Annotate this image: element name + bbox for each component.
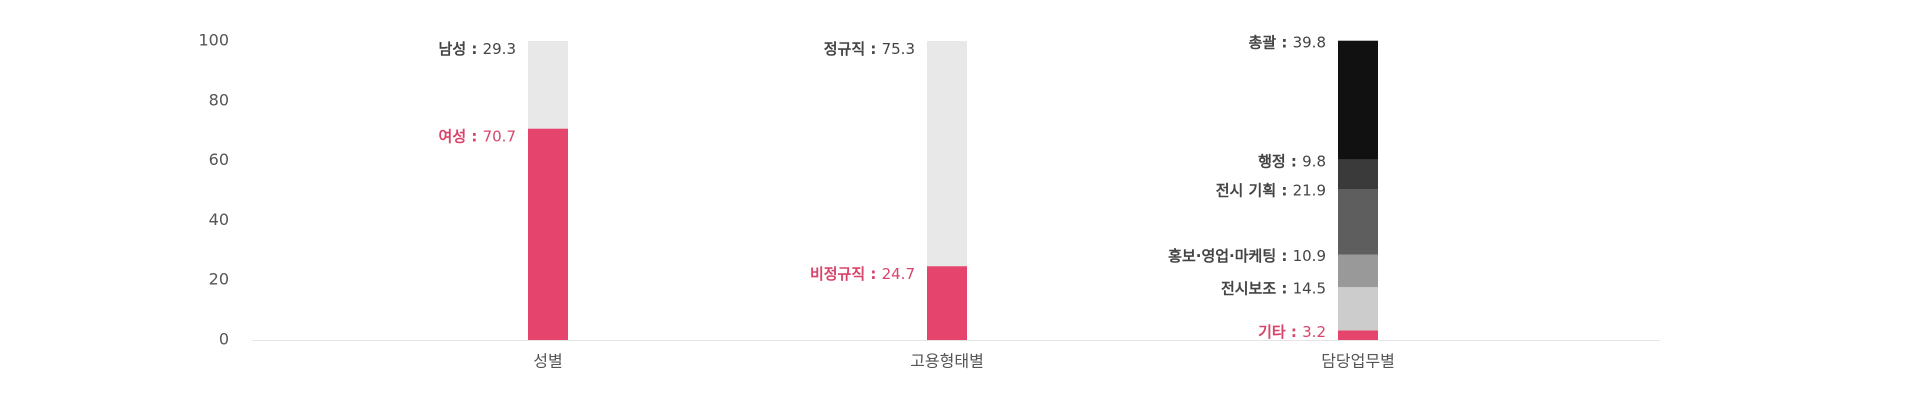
bar-segment [528,41,568,129]
segment-label-name: 행정 [1258,152,1286,170]
segment-label-value: 70.7 [483,127,516,145]
y-tick-label: 0 [219,330,229,349]
segment-label: 행정 : 9.8 [1258,152,1326,170]
segment-label-name: 홍보·영업·마케팅 [1168,247,1276,265]
x-category-label: 담당업무별 [1321,352,1395,371]
bar-segment [927,41,967,267]
segment-label: 홍보·영업·마케팅 : 10.9 [1168,247,1326,265]
segment-label-name: 남성 [439,40,467,58]
bar-segment [528,128,568,340]
segment-label: 정규직 : 75.3 [824,40,915,58]
bar-segment [927,266,967,340]
bar-segment [1338,159,1378,190]
segment-label-value: 14.5 [1293,279,1326,297]
segment-label-separator: : [1286,152,1302,170]
y-tick-label: 80 [209,90,229,109]
x-category-label: 성별 [533,352,562,371]
segment-label-separator: : [1276,33,1292,51]
bar-segment [1338,254,1378,288]
segment-label: 여성 : 70.7 [439,127,516,145]
segment-label: 전시 기획 : 21.9 [1216,181,1326,199]
segment-label-separator: : [1276,247,1292,265]
segment-label: 전시보조 : 14.5 [1221,279,1326,297]
segment-label-value: 39.8 [1293,33,1326,51]
segment-label-value: 29.3 [483,40,516,58]
segment-label-name: 전시보조 [1221,279,1276,297]
segment-label-name: 여성 [439,127,467,145]
segment-label: 남성 : 29.3 [439,40,516,58]
segment-label-name: 기타 [1258,323,1286,341]
segment-label-name: 총괄 [1249,33,1277,51]
segment-label-separator: : [466,40,482,58]
y-tick-label: 60 [209,150,229,169]
segment-label-separator: : [466,127,482,145]
segment-label-name: 비정규직 [810,265,865,283]
segment-label-separator: : [865,265,881,283]
segment-label-name: 전시 기획 [1216,181,1276,199]
bar-segment [1338,189,1378,255]
segment-label: 기타 : 3.2 [1258,323,1326,341]
segment-label-value: 10.9 [1293,247,1326,265]
segment-label-value: 9.8 [1302,152,1326,170]
segment-label: 비정규직 : 24.7 [810,265,915,283]
segment-label: 총괄 : 39.8 [1249,33,1326,51]
bar-segment [1338,287,1378,331]
y-tick-label: 20 [209,270,229,289]
segment-label-value: 75.3 [882,40,915,58]
segment-label-value: 3.2 [1302,323,1326,341]
y-tick-label: 100 [198,31,229,50]
segment-label-separator: : [1276,181,1292,199]
segment-label-separator: : [865,40,881,58]
y-tick-label: 40 [209,210,229,229]
segment-label-separator: : [1276,279,1292,297]
segment-label-value: 21.9 [1293,181,1326,199]
segment-label-separator: : [1286,323,1302,341]
bar-segment [1338,330,1378,340]
segment-label-value: 24.7 [882,265,915,283]
segment-label-name: 정규직 [824,40,865,58]
x-category-label: 고용형태별 [910,352,984,371]
bar-segment [1338,40,1378,160]
